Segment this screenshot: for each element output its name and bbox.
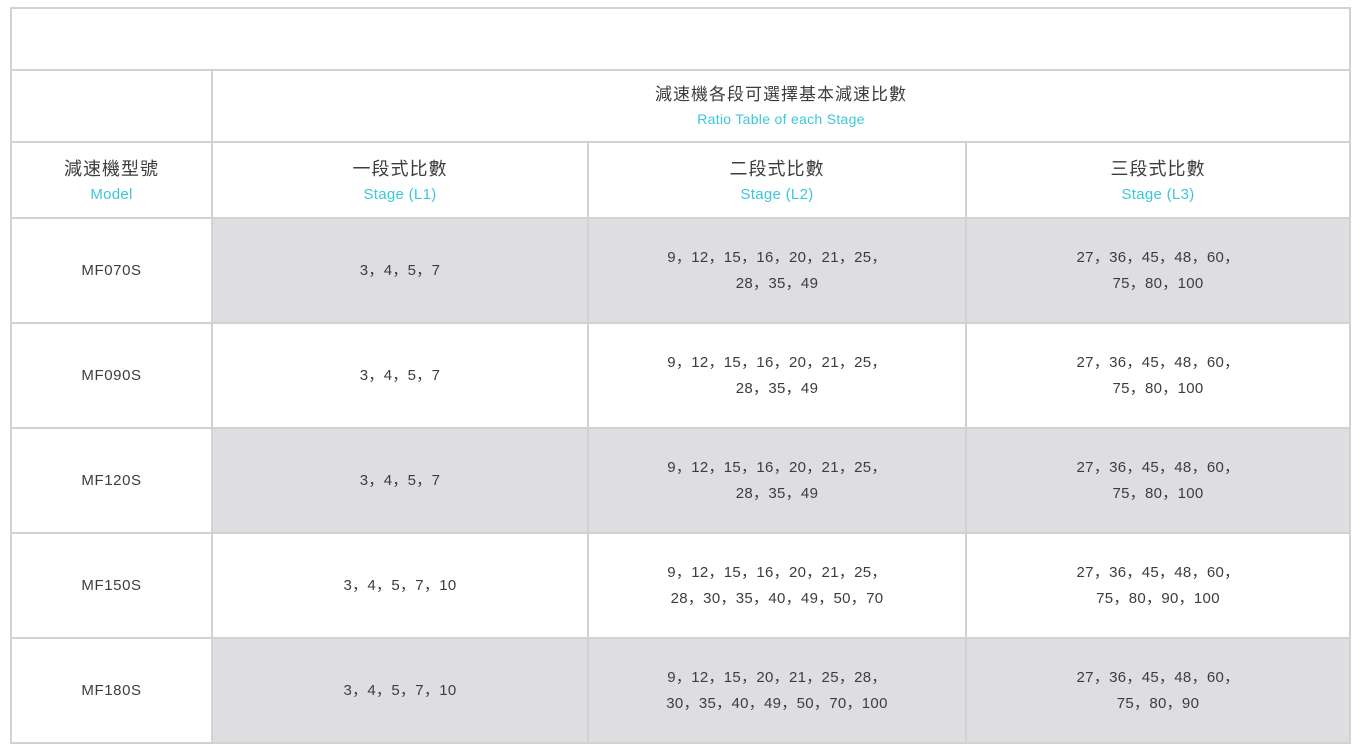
ratio-cell-l2: 9，12，15，16，20，21，25， 28，35，49 [587, 427, 967, 534]
ratio-line: 75，80，90，100 [1096, 589, 1220, 607]
ratio-line: 3，4，5，7，10 [343, 681, 457, 699]
ratio-line: 3，4，5，7，10 [343, 576, 457, 594]
column-header-stage-l3: 三段式比數 Stage (L3) [965, 141, 1351, 219]
subheader-zh: 減速機各段可選擇基本減速比數 [655, 85, 907, 104]
ratio-line: 28，30，35，40，49，50，70 [670, 589, 884, 607]
ratio-line: 27，36，45，48，60， [1076, 563, 1240, 581]
ratio-line: 3，4，5，7 [359, 471, 441, 489]
ratio-line: 28，35，49 [735, 484, 819, 502]
ratio-line: 75，80，100 [1112, 379, 1204, 397]
column-header-model-en: Model [90, 185, 133, 203]
ratio-cell-l1: 3，4，5，7 [211, 427, 589, 534]
ratio-line: 28，35，49 [735, 379, 819, 397]
model-cell: MF180S [10, 637, 213, 744]
column-header-model-zh: 減速機型號 [64, 158, 159, 179]
ratio-line: 9，12，15，16，20，21，25， [667, 458, 887, 476]
ratio-cell-l3: 27，36，45，48，60， 75，80，100 [965, 427, 1351, 534]
subheader-cell: 減速機各段可選擇基本減速比數 Ratio Table of each Stage [211, 69, 1351, 143]
table-title-zh: MF-S 系列比數選擇 [607, 19, 754, 36]
ratio-line: 75，80，100 [1112, 484, 1204, 502]
column-header-l1-en: Stage (L1) [363, 185, 437, 203]
table-row: MF070S 3，4，5，7 9，12，15，16，20，21，25， 28，3… [10, 217, 1351, 324]
corner-empty-cell [10, 69, 213, 143]
ratio-line: 75，80，90 [1116, 694, 1200, 712]
table-row: MF150S 3，4，5，7，10 9，12，15，16，20，21，25， 2… [10, 532, 1351, 639]
ratio-cell-l2: 9，12，15，16，20，21，25， 28，30，35，40，49，50，7… [587, 532, 967, 639]
ratio-line: 3，4，5，7 [359, 366, 441, 384]
ratio-line: 9，12，15，16，20，21，25， [667, 353, 887, 371]
ratio-line: 27，36，45，48，60， [1076, 353, 1240, 371]
column-header-l3-en: Stage (L3) [1121, 185, 1195, 203]
ratio-cell-l3: 27，36，45，48，60， 75，80，100 [965, 322, 1351, 429]
ratio-cell-l2: 9，12，15，20，21，25，28， 30，35，40，49，50，70，1… [587, 637, 967, 744]
column-header-l3-zh: 三段式比數 [1110, 158, 1206, 179]
column-header-model: 減速機型號 Model [10, 141, 213, 219]
column-header-row: 減速機型號 Model 一段式比數 Stage (L1) 二段式比數 Stage… [10, 141, 1351, 219]
column-header-l2-zh: 二段式比數 [729, 158, 825, 179]
ratio-cell-l2: 9，12，15，16，20，21，25， 28，35，49 [587, 322, 967, 429]
model-cell: MF150S [10, 532, 213, 639]
ratio-cell-l1: 3，4，5，7，10 [211, 532, 589, 639]
column-header-l1-zh: 一段式比數 [352, 158, 448, 179]
ratio-line: 3，4，5，7 [359, 261, 441, 279]
table-row: MF090S 3，4，5，7 9，12，15，16，20，21，25， 28，3… [10, 322, 1351, 429]
subheader-en: Ratio Table of each Stage [697, 111, 865, 127]
ratio-line: 27，36，45，48，60， [1076, 248, 1240, 266]
table-row: MF180S 3，4，5，7，10 9，12，15，20，21，25，28， 3… [10, 637, 1351, 744]
column-header-stage-l1: 一段式比數 Stage (L1) [211, 141, 589, 219]
ratio-cell-l3: 27，36，45，48，60， 75，80，90，100 [965, 532, 1351, 639]
ratio-line: 30，35，40，49，50，70，100 [666, 694, 888, 712]
ratio-line: 9，12，15，16，20，21，25， [667, 563, 887, 581]
model-cell: MF070S [10, 217, 213, 324]
table-row: MF120S 3，4，5，7 9，12，15，16，20，21，25， 28，3… [10, 427, 1351, 534]
ratio-line: 27，36，45，48，60， [1076, 668, 1240, 686]
table-title-en: MF-S Series Ratio Composition Table [552, 43, 809, 59]
ratio-composition-table: MF-S 系列比數選擇 MF-S Series Ratio Compositio… [10, 7, 1351, 744]
ratio-cell-l1: 3，4，5，7 [211, 322, 589, 429]
ratio-cell-l2: 9，12，15，16，20，21，25， 28，35，49 [587, 217, 967, 324]
ratio-line: 75，80，100 [1112, 274, 1204, 292]
model-cell: MF120S [10, 427, 213, 534]
ratio-cell-l3: 27，36，45，48，60， 75，80，100 [965, 217, 1351, 324]
column-header-stage-l2: 二段式比數 Stage (L2) [587, 141, 967, 219]
ratio-line: 9，12，15，20，21，25，28， [667, 668, 887, 686]
ratio-cell-l1: 3，4，5，7，10 [211, 637, 589, 744]
title-row: MF-S 系列比數選擇 MF-S Series Ratio Compositio… [10, 7, 1351, 71]
model-cell: MF090S [10, 322, 213, 429]
ratio-line: 9，12，15，16，20，21，25， [667, 248, 887, 266]
column-header-l2-en: Stage (L2) [740, 185, 814, 203]
ratio-cell-l3: 27，36，45，48，60， 75，80，90 [965, 637, 1351, 744]
table-title: MF-S 系列比數選擇 MF-S Series Ratio Compositio… [10, 7, 1351, 71]
ratio-cell-l1: 3，4，5，7 [211, 217, 589, 324]
ratio-line: 27，36，45，48，60， [1076, 458, 1240, 476]
subheader-row: 減速機各段可選擇基本減速比數 Ratio Table of each Stage [10, 69, 1351, 143]
ratio-line: 28，35，49 [735, 274, 819, 292]
